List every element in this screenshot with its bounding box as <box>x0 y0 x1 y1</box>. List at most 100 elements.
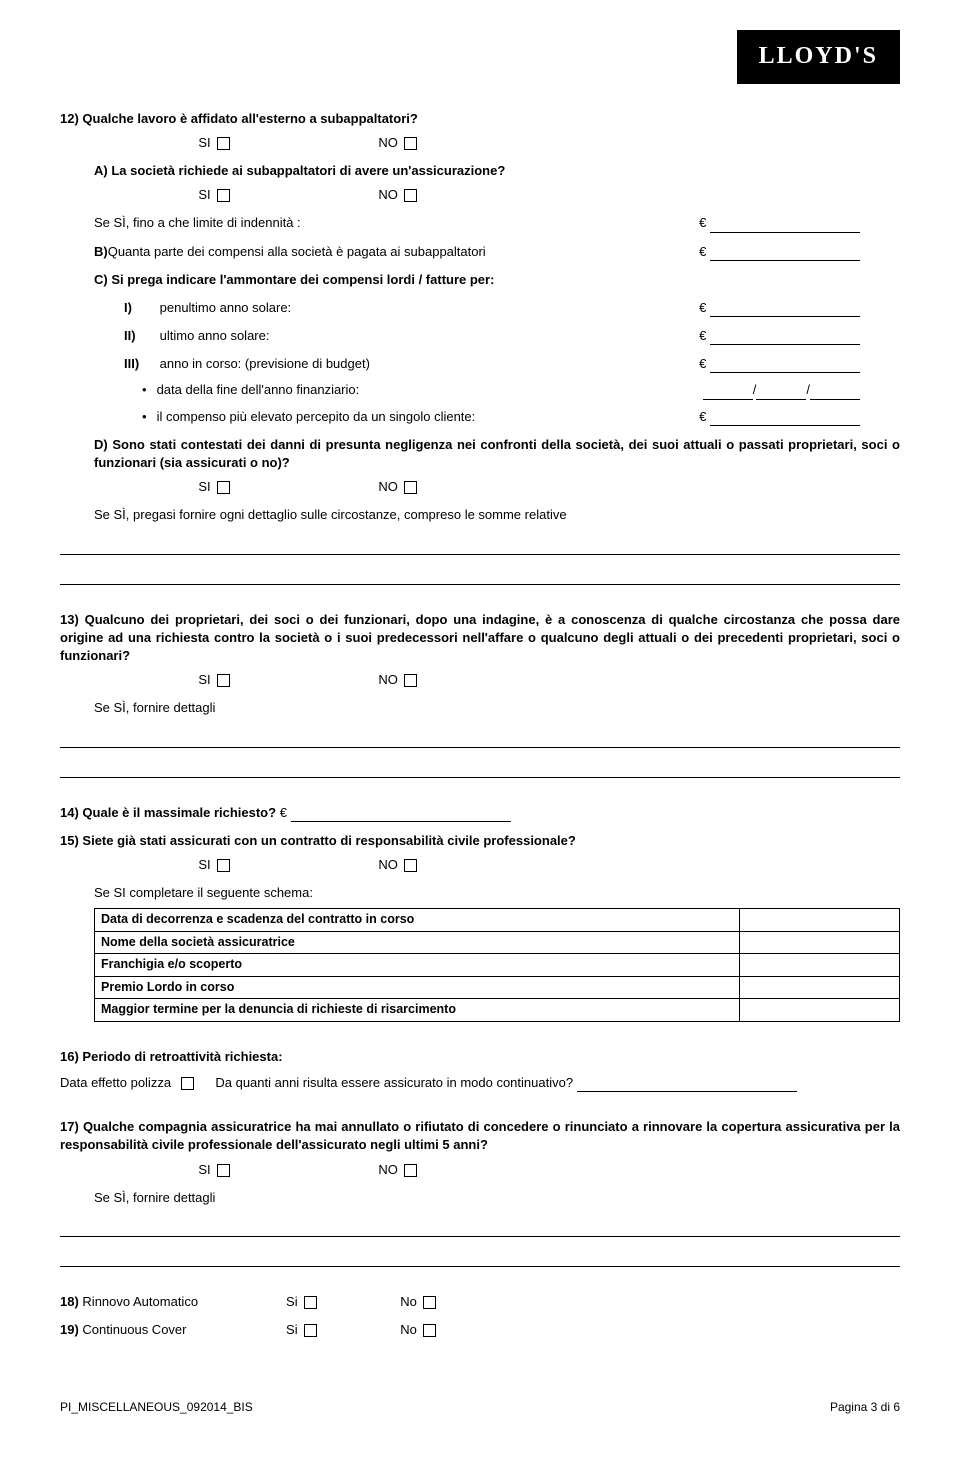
question-18: 18) Rinnovo Automatico Si No <box>60 1293 900 1311</box>
q18-si-label: Si <box>286 1294 298 1309</box>
q17-text: Qualche compagnia assicuratrice ha mai a… <box>60 1119 900 1152</box>
q12-indemnity-input[interactable] <box>710 220 860 233</box>
q12a: A) La società richiede ai subappaltatori… <box>94 162 900 180</box>
q12c-i-text: penultimo anno solare: <box>160 300 292 315</box>
q12d-si-label: SI <box>198 479 210 494</box>
footer-doc-id: PI_MISCELLANEOUS_092014_BIS <box>60 1399 253 1416</box>
q15-row2-value[interactable] <box>740 954 900 977</box>
q13-si-checkbox[interactable] <box>217 674 230 687</box>
q12-date-y[interactable] <box>810 387 860 400</box>
euro-symbol: € <box>699 244 706 259</box>
q12a-si-checkbox[interactable] <box>217 189 230 202</box>
q16-text: Periodo di retroattività richiesta: <box>82 1049 282 1064</box>
q12-number: 12) <box>60 111 79 126</box>
q12b-text: Quanta parte dei compensi alla società è… <box>108 244 486 259</box>
q18-no-label: No <box>400 1294 417 1309</box>
q14-input[interactable] <box>291 809 511 822</box>
q13-text: Qualcuno dei proprietari, dei soci o dei… <box>60 612 900 663</box>
q12d-line2[interactable] <box>60 567 900 585</box>
q14-text: Quale è il massimale richiesto? <box>82 805 276 820</box>
q15-row2-label: Franchigia e/o scoperto <box>95 954 740 977</box>
lloyds-logo: LLOYD'S <box>737 30 900 84</box>
q16-opt1-checkbox[interactable] <box>181 1077 194 1090</box>
table-row: Premio Lordo in corso <box>95 976 900 999</box>
question-17: 17) Qualche compagnia assicuratrice ha m… <box>60 1118 900 1154</box>
q12c-iii-lead: III) <box>124 355 156 373</box>
euro-symbol: € <box>699 300 706 315</box>
euro-symbol: € <box>699 356 706 371</box>
q15-row4-label: Maggior termine per la denuncia di richi… <box>95 999 740 1022</box>
table-row: Maggior termine per la denuncia di richi… <box>95 999 900 1022</box>
q12c-i-lead: I) <box>124 299 156 317</box>
q12a-no-checkbox[interactable] <box>404 189 417 202</box>
q16-opt1-label: Data effetto polizza <box>60 1075 171 1090</box>
q15-si-label: SI <box>198 857 210 872</box>
q19-number: 19) <box>60 1322 79 1337</box>
euro-symbol: € <box>699 409 706 424</box>
q13-number: 13) <box>60 612 79 627</box>
q12c-iii-text: anno in corso: (previsione di budget) <box>160 356 370 371</box>
q12-bul2-text: il compenso più elevato percepito da un … <box>157 408 476 426</box>
euro-symbol: € <box>280 805 287 820</box>
q19-si-checkbox[interactable] <box>304 1324 317 1337</box>
q17-number: 17) <box>60 1119 79 1134</box>
q13-line2[interactable] <box>60 760 900 778</box>
q12-no-checkbox[interactable] <box>404 137 417 150</box>
q12d-lead: D) <box>94 437 108 452</box>
q12-date-d[interactable] <box>703 387 753 400</box>
footer-page: Pagina 3 di 6 <box>830 1399 900 1416</box>
q15-row4-value[interactable] <box>740 999 900 1022</box>
q12b-input[interactable] <box>710 248 860 261</box>
q15-si-checkbox[interactable] <box>217 859 230 872</box>
q12d-no-checkbox[interactable] <box>404 481 417 494</box>
q15-row1-label: Nome della società assicuratrice <box>95 931 740 954</box>
q19-no-checkbox[interactable] <box>423 1324 436 1337</box>
q12d-no-label: NO <box>378 479 398 494</box>
q12-si-checkbox[interactable] <box>217 137 230 150</box>
q17-follow: Se SÌ, fornire dettagli <box>94 1189 900 1207</box>
q12c-iii-input[interactable] <box>710 360 860 373</box>
q19-si-label: Si <box>286 1322 298 1337</box>
q18-si-checkbox[interactable] <box>304 1296 317 1309</box>
q12-bul2-input[interactable] <box>710 413 860 426</box>
table-row: Nome della società assicuratrice <box>95 931 900 954</box>
q15-no-checkbox[interactable] <box>404 859 417 872</box>
q12-indemnity-label: Se SÌ, fino a che limite di indennità : <box>94 214 301 232</box>
question-16: 16) Periodo di retroattività richiesta: <box>60 1048 900 1066</box>
q13-no-checkbox[interactable] <box>404 674 417 687</box>
q17-si-checkbox[interactable] <box>217 1164 230 1177</box>
q13-si-label: SI <box>198 672 210 687</box>
q13-line1[interactable] <box>60 730 900 748</box>
q17-no-checkbox[interactable] <box>404 1164 417 1177</box>
q12c-i-input[interactable] <box>710 304 860 317</box>
q18-text: Rinnovo Automatico <box>82 1293 282 1311</box>
q17-no-label: NO <box>378 1162 398 1177</box>
q15-follow: Se SI completare il seguente schema: <box>94 884 900 902</box>
q17-line1[interactable] <box>60 1219 900 1237</box>
q18-no-checkbox[interactable] <box>423 1296 436 1309</box>
q13-follow: Se SÌ, fornire dettagli <box>94 699 900 717</box>
q12d-line1[interactable] <box>60 537 900 555</box>
q15-row3-value[interactable] <box>740 976 900 999</box>
q12c-ii-input[interactable] <box>710 332 860 345</box>
page-footer: PI_MISCELLANEOUS_092014_BIS Pagina 3 di … <box>60 1399 900 1416</box>
q17-si-label: SI <box>198 1162 210 1177</box>
q15-table: Data di decorrenza e scadenza del contra… <box>94 908 900 1022</box>
q15-number: 15) <box>60 833 79 848</box>
q17-line2[interactable] <box>60 1249 900 1267</box>
bullet-icon: • <box>142 381 147 399</box>
q19-text: Continuous Cover <box>82 1321 282 1339</box>
q12-text: Qualche lavoro è affidato all'esterno a … <box>82 111 417 126</box>
q16-opt2-input[interactable] <box>577 1079 797 1092</box>
q12b-lead: B) <box>94 244 108 259</box>
q12-date-m[interactable] <box>756 387 806 400</box>
q15-row1-value[interactable] <box>740 931 900 954</box>
q12c-ii-lead: II) <box>124 327 156 345</box>
q12d-si-checkbox[interactable] <box>217 481 230 494</box>
question-12: 12) Qualche lavoro è affidato all'estern… <box>60 110 900 128</box>
q12d-text: Sono stati contestati dei danni di presu… <box>94 437 900 470</box>
q15-text: Siete già stati assicurati con un contra… <box>82 833 575 848</box>
q12a-no-label: NO <box>378 187 398 202</box>
q12-si-label: SI <box>198 135 210 150</box>
q15-row0-value[interactable] <box>740 909 900 932</box>
